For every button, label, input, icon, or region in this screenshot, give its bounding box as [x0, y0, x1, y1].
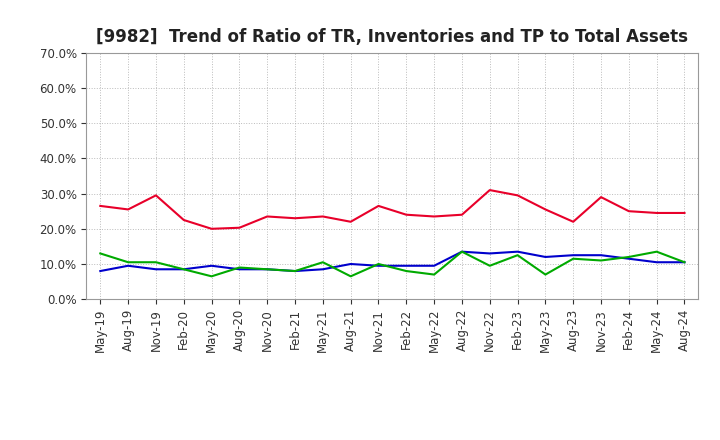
- Trade Payables: [541, 272, 550, 277]
- Trade Receivables: [179, 217, 188, 223]
- Trade Payables: [318, 260, 327, 265]
- Inventories: [597, 253, 606, 258]
- Trade Payables: [124, 260, 132, 265]
- Line: Inventories: Inventories: [100, 252, 685, 271]
- Trade Receivables: [96, 203, 104, 209]
- Trade Receivables: [513, 193, 522, 198]
- Trade Receivables: [124, 207, 132, 212]
- Inventories: [207, 263, 216, 268]
- Trade Payables: [597, 258, 606, 263]
- Inventories: [96, 268, 104, 274]
- Trade Payables: [513, 253, 522, 258]
- Inventories: [235, 267, 243, 272]
- Inventories: [680, 260, 689, 265]
- Trade Payables: [263, 267, 271, 272]
- Inventories: [346, 261, 355, 267]
- Inventories: [430, 263, 438, 268]
- Title: [9982]  Trend of Ratio of TR, Inventories and TP to Total Assets: [9982] Trend of Ratio of TR, Inventories…: [96, 28, 688, 46]
- Inventories: [458, 249, 467, 254]
- Inventories: [485, 251, 494, 256]
- Line: Trade Payables: Trade Payables: [100, 252, 685, 276]
- Trade Payables: [291, 268, 300, 274]
- Trade Payables: [624, 254, 633, 260]
- Inventories: [624, 256, 633, 261]
- Inventories: [402, 263, 410, 268]
- Inventories: [263, 267, 271, 272]
- Inventories: [569, 253, 577, 258]
- Trade Payables: [402, 268, 410, 274]
- Trade Payables: [207, 274, 216, 279]
- Trade Receivables: [485, 187, 494, 193]
- Trade Receivables: [458, 212, 467, 217]
- Inventories: [652, 260, 661, 265]
- Trade Payables: [680, 260, 689, 265]
- Trade Receivables: [402, 212, 410, 217]
- Inventories: [374, 263, 383, 268]
- Trade Payables: [569, 256, 577, 261]
- Trade Receivables: [346, 219, 355, 224]
- Inventories: [179, 267, 188, 272]
- Inventories: [541, 254, 550, 260]
- Trade Receivables: [318, 214, 327, 219]
- Inventories: [513, 249, 522, 254]
- Trade Payables: [152, 260, 161, 265]
- Inventories: [291, 268, 300, 274]
- Trade Payables: [374, 261, 383, 267]
- Trade Receivables: [652, 210, 661, 216]
- Trade Receivables: [430, 214, 438, 219]
- Trade Payables: [96, 251, 104, 256]
- Trade Receivables: [680, 210, 689, 216]
- Trade Payables: [179, 267, 188, 272]
- Trade Receivables: [597, 194, 606, 200]
- Trade Payables: [652, 249, 661, 254]
- Trade Receivables: [263, 214, 271, 219]
- Inventories: [318, 267, 327, 272]
- Line: Trade Receivables: Trade Receivables: [100, 190, 685, 229]
- Trade Payables: [346, 274, 355, 279]
- Trade Payables: [485, 263, 494, 268]
- Trade Receivables: [569, 219, 577, 224]
- Trade Receivables: [235, 225, 243, 231]
- Trade Receivables: [374, 203, 383, 209]
- Trade Payables: [235, 265, 243, 270]
- Inventories: [152, 267, 161, 272]
- Trade Payables: [430, 272, 438, 277]
- Inventories: [124, 263, 132, 268]
- Trade Receivables: [541, 207, 550, 212]
- Trade Payables: [458, 249, 467, 254]
- Trade Receivables: [207, 226, 216, 231]
- Trade Receivables: [152, 193, 161, 198]
- Trade Receivables: [624, 209, 633, 214]
- Trade Receivables: [291, 216, 300, 221]
